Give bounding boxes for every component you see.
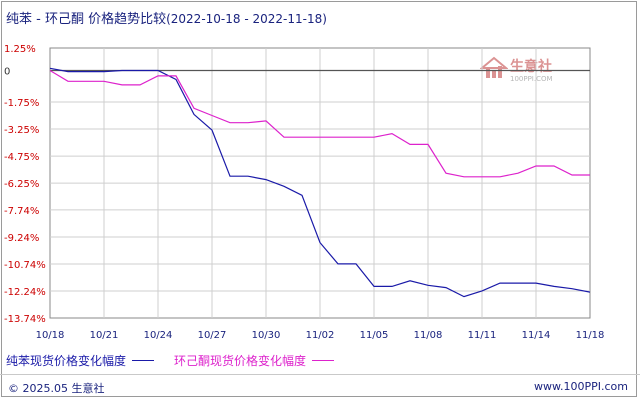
legend-item-series1: 纯苯现货价格变化幅度: [6, 352, 155, 369]
y-tick-label: -7.74%: [4, 206, 39, 217]
footer-site-link[interactable]: www.100PPI.com: [534, 380, 628, 393]
y-tick-label: -4.75%: [4, 152, 39, 163]
chart-title: 纯苯 - 环己酮 价格趋势比较(2022-10-18 - 2022-11-18): [6, 8, 327, 27]
y-tick-label: 1.25%: [4, 44, 36, 55]
chart-legend: 纯苯现货价格变化幅度 环己酮现货价格变化幅度: [6, 352, 354, 369]
x-tick-label: 10/27: [198, 330, 227, 341]
legend-item-series2: 环己酮现货价格变化幅度: [174, 352, 335, 369]
footer-bar: © 2025.05 生意社 www.100PPI.com: [0, 374, 640, 398]
chart-title-range: (2022-10-18 - 2022-11-18): [166, 12, 327, 26]
y-tick-label: -1.75%: [4, 98, 39, 109]
y-tick-label: -6.25%: [4, 179, 39, 190]
footer-copyright: © 2025.05 生意社: [8, 382, 105, 395]
series-line-1: [49, 67, 591, 298]
series-line-2: [49, 69, 590, 178]
x-tick-label: 10/18: [36, 330, 65, 341]
x-tick-label: 11/02: [306, 330, 335, 341]
watermark-sub: 100PPI.COM: [510, 75, 553, 83]
x-tick-label: 11/11: [468, 330, 497, 341]
legend-label-series1: 纯苯现货价格变化幅度: [6, 354, 127, 368]
x-tick-label: 11/08: [414, 330, 443, 341]
y-tick-label: -13.74%: [4, 314, 46, 325]
x-tick-label: 11/14: [522, 330, 551, 341]
chart-title-main: 纯苯 - 环己酮 价格趋势比较: [6, 12, 167, 27]
legend-swatch-series2: [312, 360, 335, 361]
x-tick-label: 10/21: [90, 330, 119, 341]
y-tick-label: -3.25%: [4, 125, 39, 136]
x-tick-label: 10/24: [144, 330, 173, 341]
x-tick-label: 11/05: [360, 330, 389, 341]
y-tick-label: 0: [4, 67, 10, 78]
legend-swatch-series1: [132, 360, 155, 361]
x-tick-label: 11/18: [576, 330, 605, 341]
y-tick-label: -10.74%: [4, 260, 46, 271]
y-tick-label: -12.24%: [4, 287, 46, 298]
y-tick-label: -9.24%: [4, 233, 39, 244]
legend-label-series2: 环己酮现货价格变化幅度: [174, 354, 307, 368]
house-icon: [479, 56, 509, 78]
x-tick-label: 10/30: [252, 330, 281, 341]
